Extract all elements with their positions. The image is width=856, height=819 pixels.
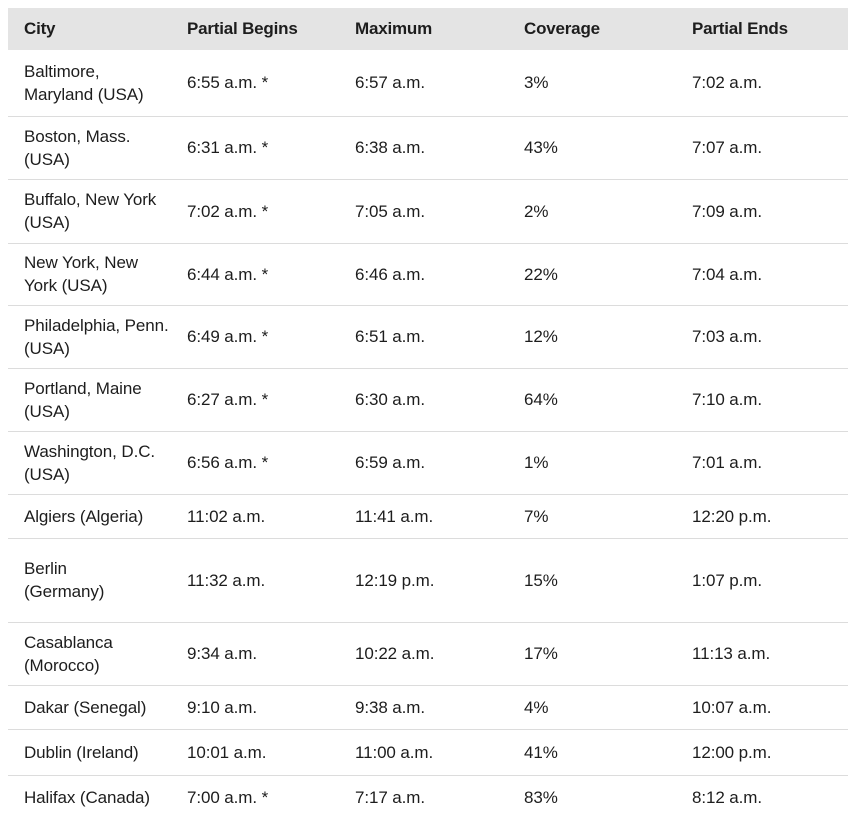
column-header-partial-begins: Partial Begins: [171, 8, 339, 50]
cell-city: Halifax (Canada): [8, 774, 171, 819]
cell-city: Berlin (Germany): [8, 537, 171, 622]
cell-partial-begins: 7:02 a.m. *: [171, 178, 339, 243]
table-row: Washington, D.C. (USA) 6:56 a.m. * 6:59 a.…: [8, 430, 848, 494]
column-header-maximum: Maximum: [339, 8, 508, 50]
table-row: Dublin (Ireland) 10:01 a.m. 11:00 a.m. 41% 1…: [8, 728, 848, 775]
cell-city: Algiers (Algeria): [8, 493, 171, 538]
cell-maximum: 6:30 a.m.: [339, 367, 508, 431]
cell-partial-ends: 12:20 p.m.: [676, 493, 848, 538]
cell-partial-begins: 6:49 a.m. *: [171, 304, 339, 368]
column-header-coverage: Coverage: [508, 8, 676, 50]
table-header-row: City Partial Begins Maximum Coverage Partial…: [8, 8, 848, 50]
cell-coverage: 43%: [508, 115, 676, 179]
cell-coverage: 41%: [508, 728, 676, 775]
table-row: Dakar (Senegal) 9:10 a.m. 9:38 a.m. 4% 10:07…: [8, 684, 848, 729]
table-row: Buffalo, New York (USA) 7:02 a.m. * 7:05 a…: [8, 178, 848, 243]
cell-coverage: 1%: [508, 430, 676, 494]
cell-partial-ends: 7:01 a.m.: [676, 430, 848, 494]
cell-maximum: 6:59 a.m.: [339, 430, 508, 494]
table-row: Portland, Maine (USA) 6:27 a.m. * 6:30 a.m…: [8, 367, 848, 431]
cell-partial-ends: 7:10 a.m.: [676, 367, 848, 431]
cell-partial-ends: 1:07 p.m.: [676, 537, 848, 622]
table-row: Berlin (Germany) 11:32 a.m. 12:19 p.m. 15% 1…: [8, 537, 848, 622]
cell-maximum: 9:38 a.m.: [339, 684, 508, 729]
cell-coverage: 3%: [524, 73, 549, 93]
cell-partial-begins: 6:55 a.m. *: [187, 73, 269, 93]
cell-coverage: 15%: [508, 537, 676, 622]
cell-partial-begins: 9:10 a.m.: [171, 684, 339, 729]
cell-coverage: 64%: [508, 367, 676, 431]
cell-city: Baltimore, Maryland (USA): [24, 61, 144, 104]
cell-city: Boston, Mass. (USA): [8, 115, 171, 179]
cell-coverage: 7%: [508, 493, 676, 538]
cell-city: Buffalo, New York (USA): [8, 178, 171, 243]
cell-maximum: 6:46 a.m.: [339, 242, 508, 305]
cell-coverage: 17%: [508, 621, 676, 685]
cell-partial-begins: 11:32 a.m.: [171, 537, 339, 622]
cell-maximum: 12:19 p.m.: [339, 537, 508, 622]
cell-city: Dublin (Ireland): [8, 728, 171, 775]
cell-maximum: 11:00 a.m.: [339, 728, 508, 775]
column-header-city: City: [8, 8, 171, 50]
table-row: New York, New York (USA) 6:44 a.m. * 6:46 …: [8, 242, 848, 305]
table-row: Boston, Mass. (USA) 6:31 a.m. * 6:38 a.m. 4…: [8, 115, 848, 179]
cell-city: Philadelphia, Penn. (USA): [8, 304, 171, 368]
cell-city: Washington, D.C. (USA): [8, 430, 171, 494]
cell-partial-ends: 7:04 a.m.: [676, 242, 848, 305]
cell-maximum: 7:17 a.m.: [339, 774, 508, 819]
cell-maximum: 10:22 a.m.: [339, 621, 508, 685]
cell-maximum: 6:38 a.m.: [339, 115, 508, 179]
cell-maximum: 6:51 a.m.: [339, 304, 508, 368]
cell-coverage: 12%: [508, 304, 676, 368]
cell-coverage: 22%: [508, 242, 676, 305]
cell-partial-begins: 6:44 a.m. *: [171, 242, 339, 305]
cell-partial-ends: 7:07 a.m.: [676, 115, 848, 179]
table-row: Algiers (Algeria) 11:02 a.m. 11:41 a.m. 7% 1…: [8, 493, 848, 538]
table-row: Halifax (Canada) 7:00 a.m. * 7:17 a.m. 83% 8…: [8, 774, 848, 819]
cell-partial-begins: 9:34 a.m.: [171, 621, 339, 685]
table-header: City Partial Begins Maximum Coverage Partial…: [8, 8, 848, 50]
table-row: Baltimore, Maryland (USA) 6:55 a.m. * 6:57…: [8, 50, 848, 116]
cell-city: Dakar (Senegal): [8, 684, 171, 729]
table-row: Casablanca (Morocco) 9:34 a.m. 10:22 a.m. 1…: [8, 621, 848, 685]
cell-city: Casablanca (Morocco): [8, 621, 171, 685]
cell-partial-ends: 10:07 a.m.: [676, 684, 848, 729]
cell-maximum: 11:41 a.m.: [339, 493, 508, 538]
cell-partial-ends: 11:13 a.m.: [676, 621, 848, 685]
cell-coverage: 2%: [508, 178, 676, 243]
cell-city: New York, New York (USA): [8, 242, 171, 305]
cell-maximum: 7:05 a.m.: [339, 178, 508, 243]
cell-partial-begins: 11:02 a.m.: [171, 493, 339, 538]
cell-coverage: 83%: [508, 774, 676, 819]
eclipse-times-table: City Partial Begins Maximum Coverage Partial…: [8, 8, 848, 819]
cell-partial-begins: 10:01 a.m.: [171, 728, 339, 775]
table-body: Baltimore, Maryland (USA) 6:55 a.m. * 6:57…: [8, 50, 848, 819]
table-row: Philadelphia, Penn. (USA) 6:49 a.m. * 6:51…: [8, 304, 848, 368]
cell-city: Portland, Maine (USA): [8, 367, 171, 431]
column-header-partial-ends: Partial Ends: [676, 8, 848, 50]
cell-partial-ends: 7:02 a.m.: [692, 73, 762, 93]
cell-maximum: 6:57 a.m.: [355, 73, 425, 93]
cell-partial-ends: 7:09 a.m.: [676, 178, 848, 243]
cell-partial-ends: 8:12 a.m.: [676, 774, 848, 819]
cell-coverage: 4%: [508, 684, 676, 729]
cell-partial-begins: 6:27 a.m. *: [171, 367, 339, 431]
cell-partial-begins: 6:56 a.m. *: [171, 430, 339, 494]
cell-partial-begins: 6:31 a.m. *: [171, 115, 339, 179]
cell-partial-ends: 7:03 a.m.: [676, 304, 848, 368]
cell-partial-ends: 12:00 p.m.: [676, 728, 848, 775]
cell-partial-begins: 7:00 a.m. *: [171, 774, 339, 819]
